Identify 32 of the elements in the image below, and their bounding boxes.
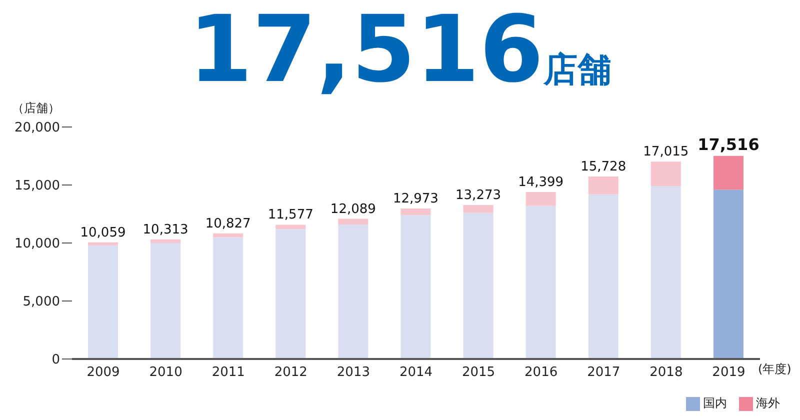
x-tick-label: 2019 [712,365,746,380]
legend-label: 海外 [755,395,780,412]
y-axis-title: （店舗） [12,100,60,117]
x-tick-label: 2010 [149,365,182,380]
total-label: 14,399 [518,174,564,190]
total-label: 10,059 [80,225,126,240]
y-tick-label: 15,000 [14,178,60,194]
total-label: 17,015 [643,144,689,160]
total-label: 11,577 [268,208,314,223]
total-label: 15,728 [580,160,626,175]
y-tick-label: 20,000 [14,120,60,136]
x-tick-label: 2009 [86,365,120,380]
x-tick-label: 2016 [524,365,558,380]
x-tick-label: 2011 [212,365,245,380]
total-label: 12,089 [330,202,376,217]
chart-title: 17,516店舗 [188,0,612,103]
total-label: 12,973 [392,192,438,207]
x-axis-title: (年度) [758,361,792,378]
total-label: 17,516 [698,134,760,154]
x-tick-label: 2013 [336,365,370,380]
legend-label: 国内 [702,395,727,412]
y-tick-label: 0 [52,352,60,368]
total-label: 13,273 [456,188,502,204]
x-tick-label: 2014 [399,365,433,380]
y-tick-label: 5,000 [22,294,60,310]
x-tick-label: 2015 [462,365,496,380]
total-label: 10,827 [205,216,251,232]
x-tick-label: 2017 [587,365,620,380]
y-tick-label: 10,000 [14,236,60,252]
x-tick-label: 2012 [274,365,308,380]
x-tick-label: 2018 [650,365,683,380]
total-label: 10,313 [142,222,188,238]
